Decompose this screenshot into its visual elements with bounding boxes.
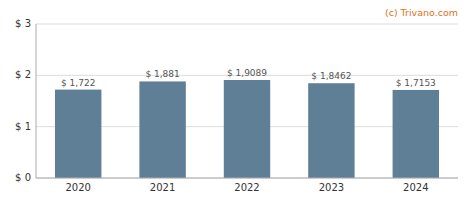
x-tick-label: 2022 (234, 182, 259, 193)
x-tick-label: 2024 (403, 182, 428, 193)
x-axis-line (36, 178, 458, 179)
y-tick-label: $ 1 (15, 121, 31, 132)
y-tick-label: $ 3 (15, 18, 31, 29)
bars (55, 80, 439, 178)
watermark: (c) Trivano.com (385, 7, 458, 18)
chart: $ 0 $ 1 $ 2 $ 3 2020 2021 2022 2023 2024 $ 1,722 $… (0, 0, 470, 200)
data-label: $ 1,8462 (311, 71, 351, 81)
grid-line (36, 178, 458, 179)
data-label: $ 1,881 (145, 69, 179, 79)
bar (308, 83, 354, 178)
grid-line (36, 24, 458, 25)
x-tick-label: 2023 (319, 182, 344, 193)
data-label: $ 1,7153 (396, 78, 436, 88)
bar (55, 90, 101, 178)
x-tick-label: 2021 (150, 182, 175, 193)
chart-container: $ 0 $ 1 $ 2 $ 3 2020 2021 2022 2023 2024 $ 1,722 $… (0, 0, 470, 200)
data-label: $ 1,9089 (227, 68, 267, 78)
bar (393, 90, 439, 178)
y-tick-label: $ 0 (15, 172, 31, 183)
y-axis-line (36, 24, 37, 178)
y-tick-label: $ 2 (15, 69, 31, 80)
grid (36, 24, 458, 178)
bar (139, 81, 185, 178)
data-label: $ 1,722 (61, 78, 95, 88)
x-tick-label: 2020 (65, 182, 90, 193)
bar (224, 80, 270, 178)
